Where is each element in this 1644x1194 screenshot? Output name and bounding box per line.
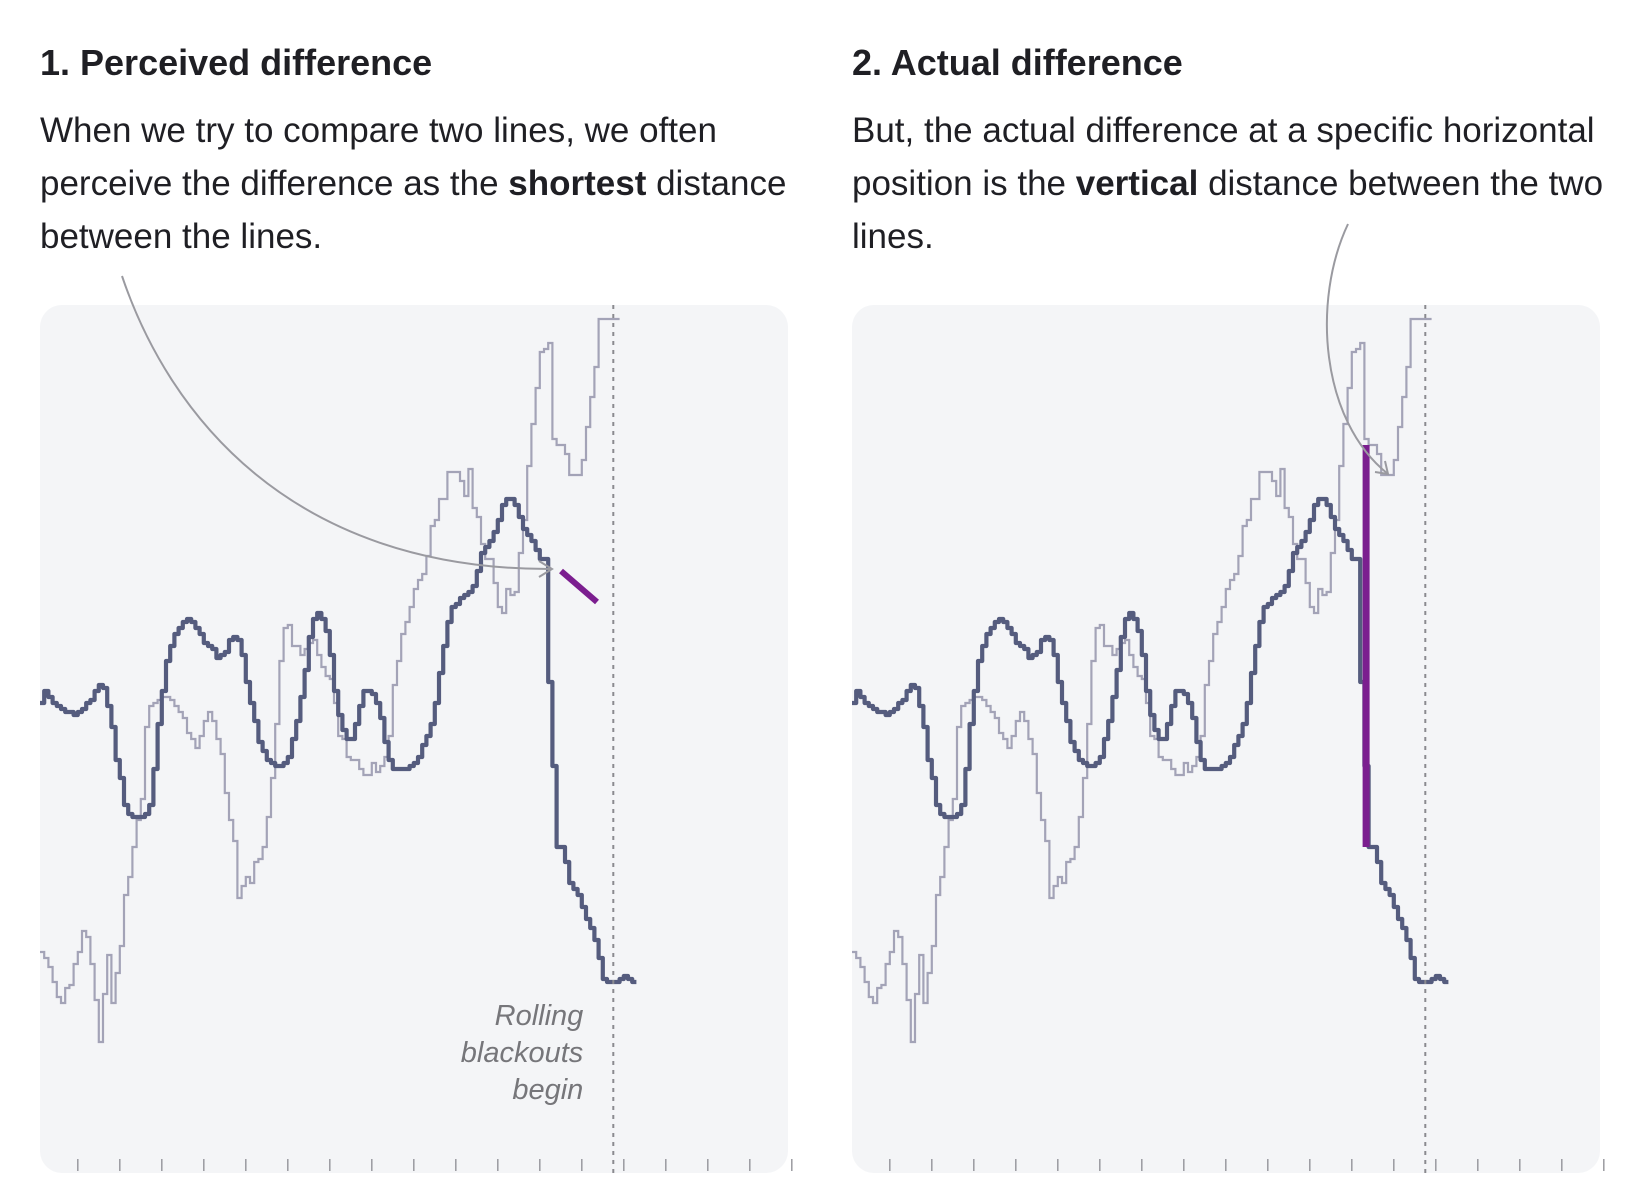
desc-text: But, the actual difference at a specific… [852, 111, 1595, 203]
shortest-distance-mark [559, 568, 599, 605]
chart-actual [852, 305, 1605, 1173]
annotation-layer [1325, 223, 1390, 476]
desc-emphasis: shortest [508, 164, 647, 203]
desc-text: distance between the lines. [40, 164, 787, 256]
desc-text: distance between the two lines. [852, 164, 1604, 256]
series-line-highlighted [852, 496, 1449, 985]
panel-description: When we try to compare two lines, we oft… [40, 104, 800, 263]
desc-emphasis: vertical [1075, 164, 1199, 203]
series-line-comparison [852, 317, 1432, 1044]
annotation-arrow [1325, 223, 1389, 475]
plot-group [40, 317, 637, 1044]
panel-actual: 2. Actual difference But, the actual dif… [852, 0, 1612, 1194]
desc-text: When we try to compare two lines, we oft… [40, 111, 717, 203]
series-line-comparison [40, 317, 620, 1044]
plot-group [852, 317, 1449, 1044]
chart-perceived: Rolling blackouts begin [40, 305, 793, 1173]
panel-description: But, the actual difference at a specific… [852, 104, 1612, 263]
panel-perceived: 1. Perceived difference When we try to c… [40, 0, 800, 1194]
arrowhead-icon [1374, 460, 1390, 476]
chart-area [40, 305, 788, 1173]
chart-area [852, 305, 1600, 1173]
panel-title: 1. Perceived difference [40, 42, 433, 83]
series-line-highlighted [40, 496, 637, 985]
annotation-arrow [121, 275, 553, 571]
panel-title: 2. Actual difference [852, 42, 1183, 83]
arrowhead-icon [538, 560, 554, 578]
event-label: Rolling blackouts begin [461, 1000, 584, 1106]
annotation-layer [121, 275, 554, 578]
